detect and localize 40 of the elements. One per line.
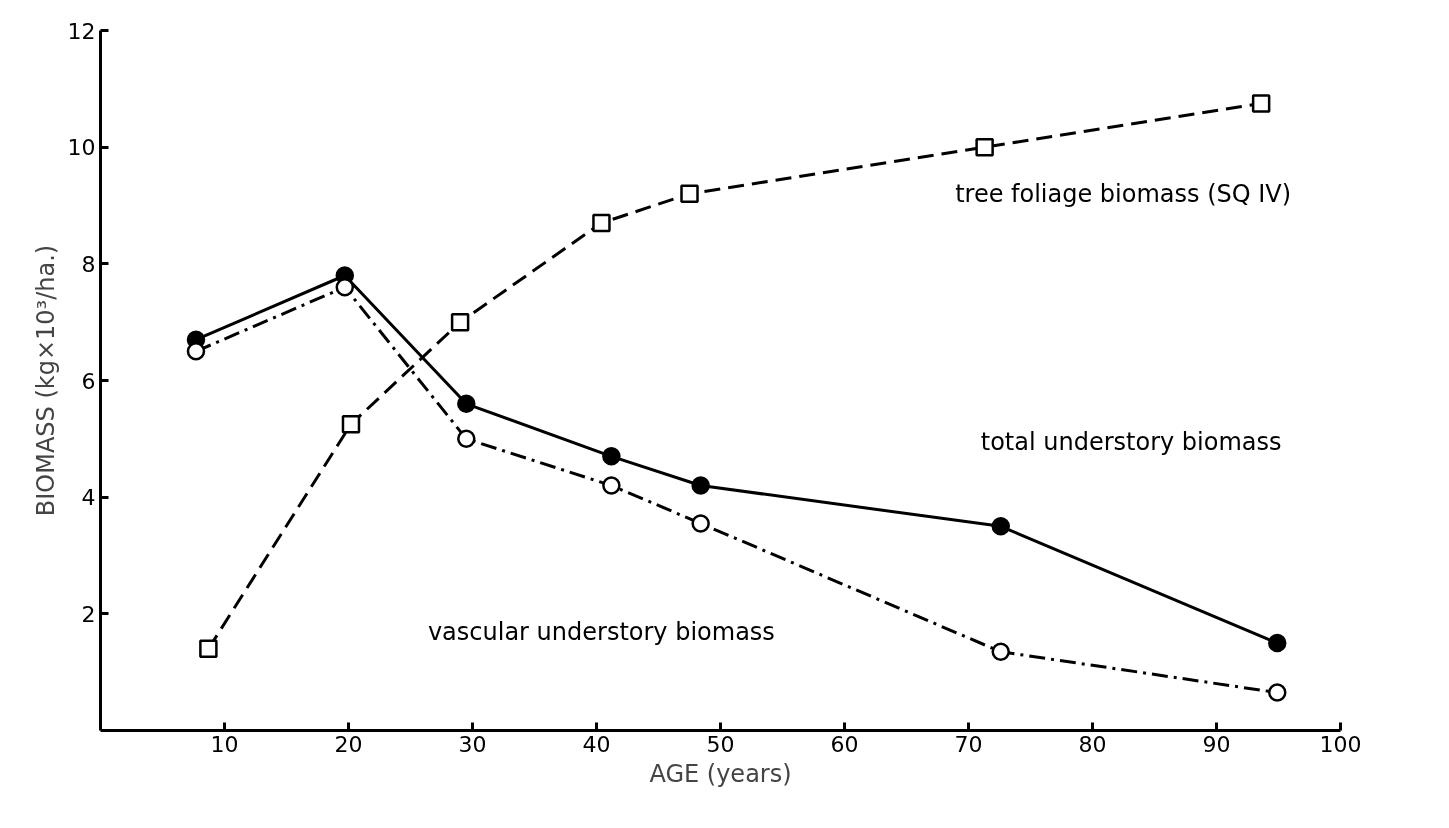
x-tick-label: 80 — [1078, 731, 1107, 757]
x-tick-label: 30 — [458, 731, 487, 757]
point — [691, 476, 710, 495]
point — [602, 447, 621, 466]
x-tick-label: 20 — [334, 731, 363, 757]
point — [691, 514, 710, 533]
series-label: tree foliage biomass (SQ IV) — [955, 180, 1292, 209]
point — [592, 213, 611, 233]
point — [199, 639, 218, 659]
x-tick-label: 10 — [210, 731, 239, 757]
text: vascular understory biomass — [427, 617, 775, 646]
x-axis-title: AGE (years) — [649, 759, 792, 788]
x-tick-label: 60 — [830, 731, 859, 757]
point — [450, 312, 470, 332]
y-tick-label: 2 — [81, 601, 96, 627]
point — [991, 517, 1010, 536]
point — [602, 476, 621, 495]
y-tick-label: 12 — [67, 18, 96, 44]
x-tick-label: 70 — [954, 731, 983, 757]
x-tick-label: 50 — [706, 731, 735, 757]
point — [680, 184, 699, 204]
x-tick-label: 100 — [1319, 731, 1362, 757]
point — [975, 137, 994, 157]
x-tick-label: 90 — [1202, 731, 1231, 757]
y-tick-label: 10 — [67, 135, 96, 161]
point — [335, 277, 355, 297]
point — [1251, 94, 1271, 113]
point — [186, 342, 206, 361]
point — [457, 394, 476, 414]
text: total understory biomass — [980, 428, 1282, 457]
point — [1268, 633, 1287, 653]
y-tick-label: 6 — [81, 368, 96, 394]
point — [457, 429, 476, 449]
y-axis-title: BIOMASS (kg×10³/ha.) — [31, 244, 60, 517]
y-tick-label: 8 — [81, 251, 96, 277]
point — [991, 642, 1010, 661]
y-tick-label: 4 — [81, 485, 96, 511]
point — [1268, 683, 1287, 702]
x-tick-label: 40 — [582, 731, 611, 757]
point — [341, 415, 361, 434]
